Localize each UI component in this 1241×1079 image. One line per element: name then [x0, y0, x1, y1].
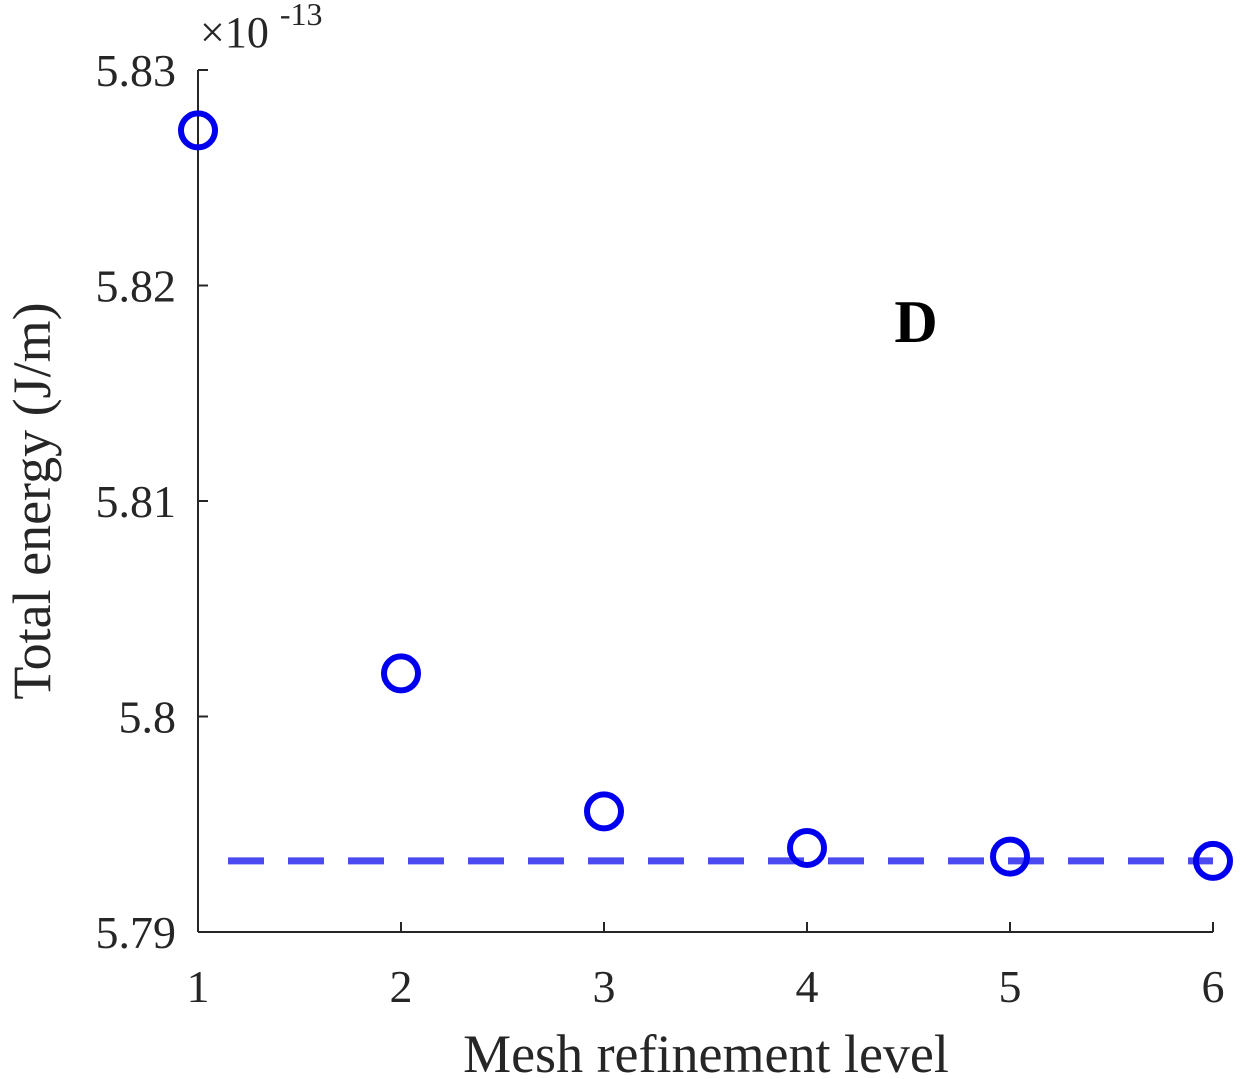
y-tick-label: 5.81 — [96, 476, 177, 527]
data-point — [787, 827, 827, 868]
y-exponent-label: ×10 -13 — [200, 0, 322, 57]
y-tick-label: 5.79 — [96, 907, 177, 958]
x-tick-label: 2 — [390, 961, 413, 1012]
data-points — [178, 110, 1233, 881]
y-tick-label: 5.83 — [96, 45, 177, 96]
x-axis-title: Mesh refinement level — [463, 1024, 949, 1079]
y-tick-label: 5.8 — [119, 692, 177, 743]
x-tick-label: 1 — [187, 961, 210, 1012]
data-point — [1193, 840, 1233, 881]
data-point — [990, 836, 1030, 877]
data-point — [381, 653, 421, 694]
y-exponent-base: ×10 — [200, 8, 269, 57]
ticks: 1 2 3 4 5 6 5.79 5.8 5.81 5.82 5.83 — [96, 45, 1225, 1012]
y-exponent-power: -13 — [280, 0, 323, 32]
panel-label: D — [894, 289, 937, 355]
axes — [197, 70, 1213, 933]
x-tick-label: 3 — [593, 961, 616, 1012]
y-axis-title: Total energy (J/m) — [2, 302, 62, 699]
data-point — [178, 110, 218, 151]
x-tick-label: 6 — [1202, 961, 1225, 1012]
data-point — [584, 791, 624, 832]
y-tick-label: 5.82 — [96, 261, 177, 312]
x-tick-label: 5 — [999, 961, 1022, 1012]
x-tick-label: 4 — [796, 961, 819, 1012]
